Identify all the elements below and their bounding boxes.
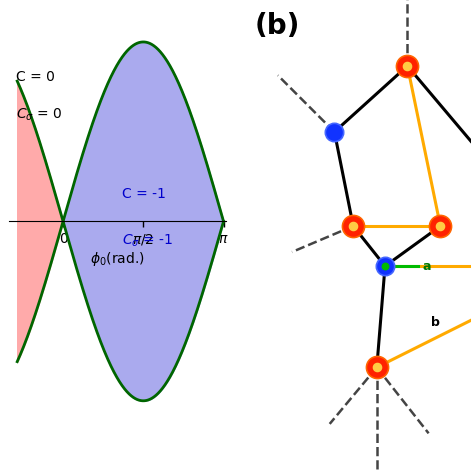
Point: [331, 128, 338, 136]
Text: (b): (b): [254, 12, 300, 40]
Point: [373, 364, 381, 371]
Point: [349, 222, 357, 230]
Text: b: b: [431, 316, 440, 329]
Text: a: a: [423, 260, 431, 273]
Point: [349, 222, 357, 230]
Point: [437, 222, 444, 230]
Point: [373, 364, 381, 371]
Point: [404, 62, 411, 70]
Point: [437, 222, 444, 230]
Point: [404, 62, 411, 70]
Point: [404, 62, 411, 70]
Point: [373, 364, 381, 371]
Text: C = 0: C = 0: [16, 71, 55, 84]
Point: [349, 222, 357, 230]
Text: $C_\sigma$ = 0: $C_\sigma$ = 0: [16, 107, 62, 123]
Point: [382, 262, 389, 270]
Point: [437, 222, 444, 230]
Point: [382, 262, 389, 270]
Text: $C_\sigma$ = -1: $C_\sigma$ = -1: [122, 233, 173, 249]
Point: [331, 128, 338, 136]
X-axis label: $\phi_0$(rad.): $\phi_0$(rad.): [90, 250, 145, 268]
Point: [382, 262, 389, 270]
Text: C = -1: C = -1: [122, 187, 166, 201]
